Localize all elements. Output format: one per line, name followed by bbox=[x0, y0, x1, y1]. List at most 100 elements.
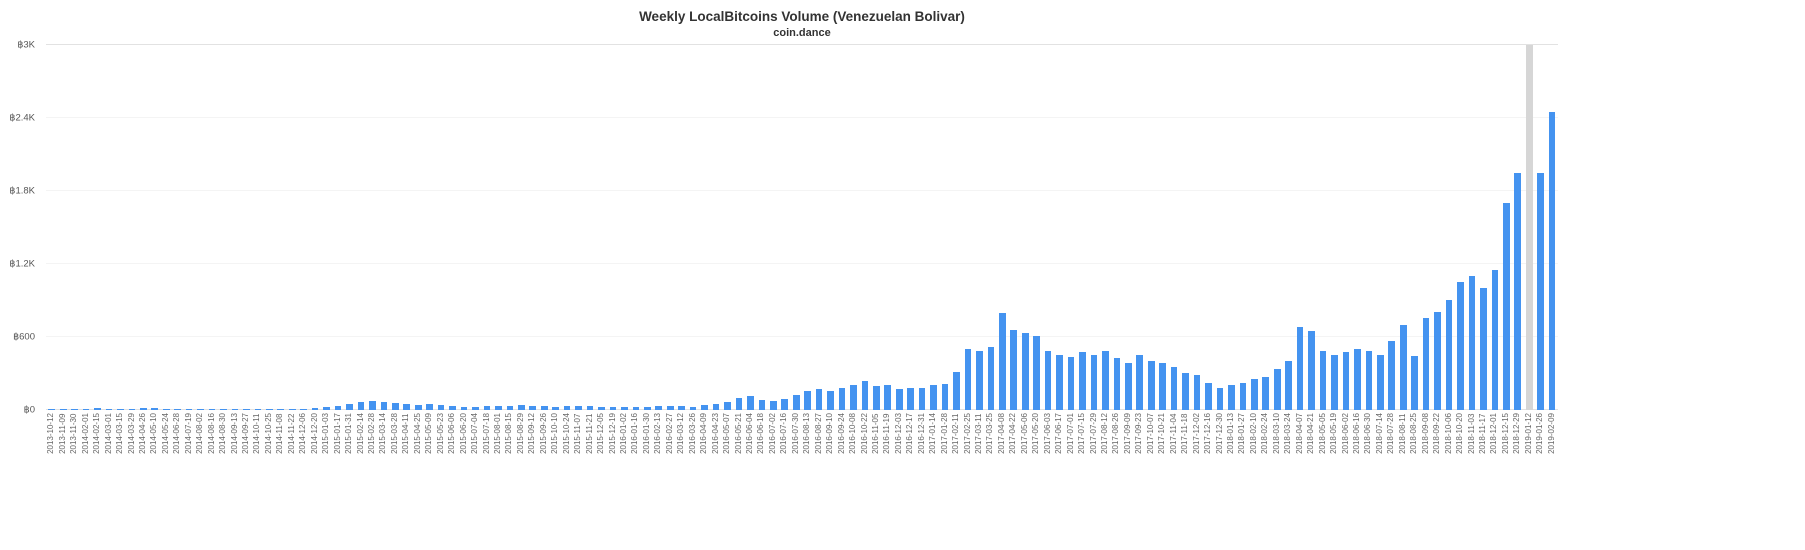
volume-bar[interactable] bbox=[1537, 172, 1544, 410]
volume-bar[interactable] bbox=[59, 409, 67, 410]
volume-bar[interactable] bbox=[472, 406, 479, 410]
volume-bar[interactable] bbox=[1365, 351, 1373, 410]
volume-bar[interactable] bbox=[804, 391, 811, 410]
volume-bar[interactable] bbox=[517, 405, 525, 410]
volume-bar[interactable] bbox=[1250, 378, 1258, 410]
volume-bar[interactable] bbox=[300, 409, 308, 410]
volume-bar[interactable] bbox=[609, 406, 617, 410]
volume-bar[interactable] bbox=[1216, 387, 1224, 410]
volume-bar[interactable] bbox=[621, 407, 628, 410]
volume-bar[interactable] bbox=[999, 312, 1006, 410]
volume-bar[interactable] bbox=[1033, 336, 1041, 410]
volume-bar[interactable] bbox=[666, 405, 674, 410]
volume-bar[interactable] bbox=[277, 409, 285, 410]
volume-bar[interactable] bbox=[1514, 172, 1522, 410]
volume-bar[interactable] bbox=[701, 404, 708, 410]
volume-bar[interactable] bbox=[288, 409, 296, 410]
volume-bar[interactable] bbox=[346, 404, 353, 410]
volume-bar[interactable] bbox=[231, 409, 239, 410]
volume-bar[interactable] bbox=[403, 404, 411, 410]
volume-bar[interactable] bbox=[1296, 327, 1304, 410]
volume-bar[interactable] bbox=[197, 409, 204, 410]
volume-bar[interactable] bbox=[380, 402, 388, 410]
volume-bar[interactable] bbox=[1468, 276, 1476, 410]
volume-bar[interactable] bbox=[1342, 352, 1350, 410]
volume-bar[interactable] bbox=[311, 408, 319, 410]
volume-bar[interactable] bbox=[392, 403, 399, 410]
volume-bar[interactable] bbox=[1193, 375, 1201, 410]
volume-bar[interactable] bbox=[964, 348, 972, 410]
volume-bar[interactable] bbox=[861, 381, 869, 410]
volume-bar[interactable] bbox=[1354, 348, 1361, 410]
volume-bar[interactable] bbox=[884, 385, 892, 410]
volume-bar[interactable] bbox=[895, 388, 903, 410]
volume-bar[interactable] bbox=[369, 401, 376, 410]
volume-bar[interactable] bbox=[724, 402, 731, 410]
volume-bar[interactable] bbox=[747, 396, 754, 410]
volume-bar[interactable] bbox=[1056, 354, 1063, 410]
volume-bar[interactable] bbox=[483, 405, 491, 410]
volume-bar[interactable] bbox=[758, 400, 766, 410]
volume-bar[interactable] bbox=[117, 409, 124, 410]
volume-bar[interactable] bbox=[426, 404, 433, 410]
volume-bar[interactable] bbox=[1331, 354, 1338, 410]
volume-bar[interactable] bbox=[1445, 299, 1453, 410]
volume-bar[interactable] bbox=[1319, 351, 1327, 410]
volume-bar[interactable] bbox=[140, 407, 147, 410]
volume-bar[interactable] bbox=[174, 409, 182, 410]
volume-bar[interactable] bbox=[162, 409, 170, 410]
volume-bar[interactable] bbox=[987, 347, 995, 410]
volume-bar[interactable] bbox=[449, 406, 456, 410]
volume-bar[interactable] bbox=[873, 386, 880, 410]
volume-bar[interactable] bbox=[781, 398, 789, 410]
volume-bar[interactable] bbox=[735, 398, 743, 410]
volume-bar[interactable] bbox=[918, 387, 926, 410]
volume-bar[interactable] bbox=[1502, 203, 1510, 410]
volume-bar[interactable] bbox=[1147, 360, 1155, 410]
volume-bar[interactable] bbox=[1079, 352, 1086, 410]
volume-bar[interactable] bbox=[1102, 351, 1109, 410]
volume-bar[interactable] bbox=[655, 406, 663, 410]
volume-bar[interactable] bbox=[689, 406, 697, 410]
volume-bar[interactable] bbox=[1548, 111, 1556, 410]
volume-bar[interactable] bbox=[254, 409, 262, 410]
volume-bar[interactable] bbox=[1457, 282, 1464, 410]
volume-bar[interactable] bbox=[1113, 358, 1121, 410]
volume-bar[interactable] bbox=[792, 394, 800, 410]
volume-bar[interactable] bbox=[907, 388, 915, 410]
volume-bar[interactable] bbox=[243, 409, 250, 410]
volume-bar[interactable] bbox=[1205, 382, 1212, 410]
volume-bar[interactable] bbox=[82, 409, 90, 410]
volume-bar[interactable] bbox=[1388, 341, 1396, 410]
volume-bar[interactable] bbox=[827, 390, 834, 410]
volume-bar[interactable] bbox=[185, 409, 193, 410]
volume-bar[interactable] bbox=[71, 409, 78, 410]
volume-bar[interactable] bbox=[1399, 324, 1407, 410]
volume-bar[interactable] bbox=[678, 406, 685, 410]
volume-bar[interactable] bbox=[643, 406, 651, 410]
volume-bar[interactable] bbox=[1239, 382, 1247, 410]
volume-bar[interactable] bbox=[128, 409, 136, 410]
volume-bar[interactable] bbox=[1010, 330, 1018, 410]
volume-bar[interactable] bbox=[930, 385, 937, 410]
volume-bar[interactable] bbox=[815, 388, 823, 410]
volume-bar[interactable] bbox=[1491, 270, 1499, 410]
volume-bar[interactable] bbox=[1285, 360, 1292, 410]
volume-bar[interactable] bbox=[460, 406, 468, 410]
volume-bar[interactable] bbox=[94, 408, 101, 410]
volume-bar[interactable] bbox=[1067, 357, 1075, 410]
volume-bar[interactable] bbox=[1228, 385, 1235, 410]
volume-bar[interactable] bbox=[1422, 318, 1430, 410]
volume-bar[interactable] bbox=[437, 405, 445, 410]
volume-bar[interactable] bbox=[1262, 376, 1270, 410]
volume-bar[interactable] bbox=[1480, 288, 1487, 410]
volume-bar[interactable] bbox=[48, 409, 56, 410]
volume-bar[interactable] bbox=[1273, 369, 1281, 410]
volume-bar[interactable] bbox=[208, 409, 216, 410]
volume-bar[interactable] bbox=[1308, 330, 1315, 410]
volume-bar[interactable] bbox=[1525, 45, 1533, 410]
volume-bar[interactable] bbox=[769, 401, 777, 410]
volume-bar[interactable] bbox=[495, 406, 502, 410]
volume-bar[interactable] bbox=[976, 351, 983, 410]
volume-bar[interactable] bbox=[850, 385, 857, 410]
